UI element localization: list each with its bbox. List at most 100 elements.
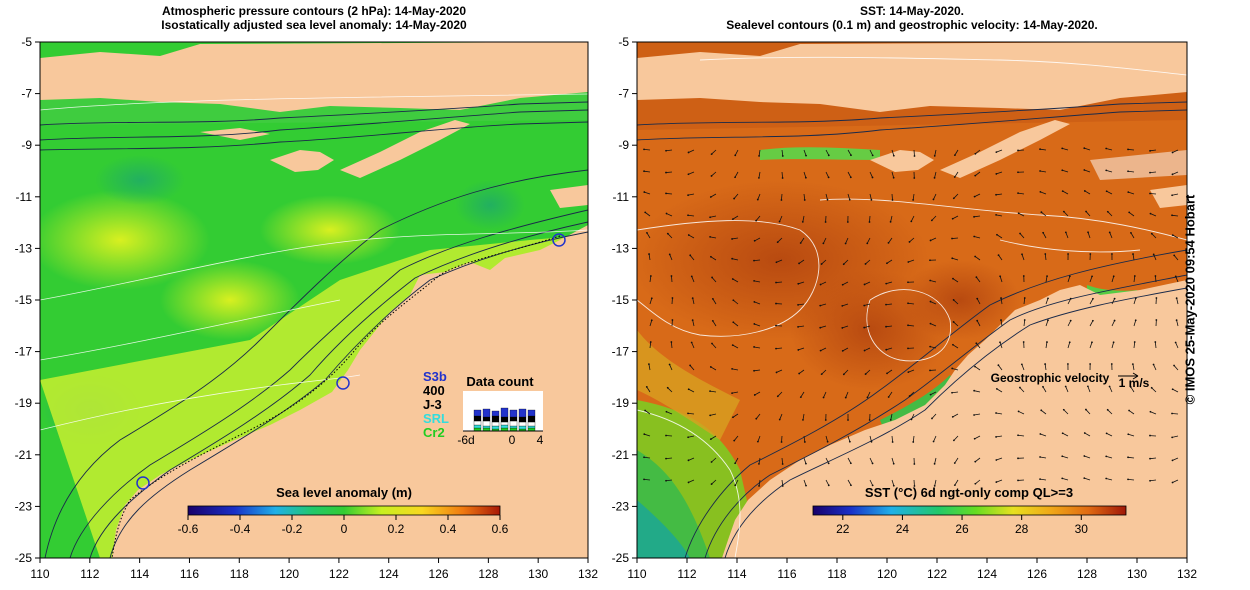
velocity-arrow [649,341,652,349]
velocity-arrow [869,457,873,464]
velocity-arrow [930,323,937,327]
velocity-arrow [734,171,739,178]
velocity-arrow [1130,232,1135,239]
velocity-arrow [648,254,651,261]
velocity-arrow-tip [731,238,733,240]
velocity-arrow-tip [932,198,935,201]
right-title-line2: Sealevel contours (0.1 m) and geostrophi… [726,18,1098,32]
velocity-arrow-tip [850,154,852,157]
right-y-tick-label: -7 [618,87,629,101]
velocity-arrow-tip [1149,410,1152,413]
velocity-arrow-tip [1022,341,1025,343]
velocity-arrow [869,171,873,178]
velocity-arrow-tip [973,414,975,416]
velocity-arrow-tip [648,363,650,366]
velocity-arrow [665,149,673,152]
velocity-arrow [1172,435,1179,438]
velocity-arrow [689,255,695,261]
velocity-arrow [1106,190,1113,195]
velocity-arrow [1149,479,1157,482]
velocity-arrow-tip [848,440,851,443]
velocity-arrow [1065,232,1069,239]
velocity-arrow [1045,298,1049,305]
velocity-arrow-tip [1087,231,1089,234]
velocity-arrow-tip [758,176,760,179]
sla-anomaly-patch [40,190,210,290]
velocity-arrow [665,457,673,460]
velocity-arrow-tip [1085,408,1087,411]
velocity-arrow-tip [758,155,760,157]
velocity-arrow [754,237,761,242]
velocity-arrow [710,236,717,239]
velocity-arrow-tip [824,419,827,421]
velocity-arrow [1040,433,1047,437]
velocity-arrow-tip [1069,319,1072,322]
velocity-arrow-tip [870,440,873,443]
velocity-arrow [711,277,717,283]
velocity-arrow [891,457,895,464]
velocity-arrow-tip [1149,149,1151,152]
velocity-arrow [976,320,981,327]
velocity-arrow [1128,410,1135,415]
velocity-arrow [803,457,807,464]
sst-cb-tick-label: 22 [836,522,850,536]
velocity-arrow [1084,432,1091,437]
velocity-arrow-tip [997,254,1000,257]
velocity-arrow [996,457,1003,461]
velocity-arrow-tip [643,433,646,436]
velocity-arrow [975,149,981,155]
data-count-bar [482,425,491,429]
velocity-arrow-tip [1127,456,1129,459]
velocity-arrow-tip [803,199,806,201]
velocity-arrow-tip [644,211,647,214]
velocity-arrow [800,237,805,244]
velocity-arrow-tip [913,155,916,157]
velocity-arrow-tip [864,263,867,265]
velocity-arrow-tip [1091,341,1093,344]
velocity-arrow-tip [952,277,954,280]
velocity-arrow-tip [797,349,800,351]
sla-map [40,42,588,558]
velocity-arrow-tip [1171,459,1174,462]
velocity-arrow-tip [734,176,736,179]
velocity-arrow [1067,342,1071,349]
velocity-arrow-tip [995,193,997,196]
velocity-arrow [952,413,959,418]
velocity-arrow [734,149,739,156]
left-y-tick-label: -15 [15,293,33,307]
velocity-arrow-tip [687,388,690,391]
velocity-arrow [1044,364,1047,371]
velocity-arrow-tip [1127,191,1130,194]
velocity-arrow [1067,320,1072,327]
right-panel-title: SST: 14-May-2020. Sealevel contours (0.1… [637,4,1187,32]
velocity-arrow [687,413,695,415]
velocity-arrow-tip [1171,481,1174,484]
velocity-arrow-tip [643,456,645,459]
velocity-arrow-tip [863,304,866,307]
right-x-tick-label: 132 [1177,567,1197,581]
sla-cb-tick-label: 0 [341,522,348,536]
velocity-arrow-tip [666,386,669,389]
velocity-arrow [1087,232,1091,239]
velocity-arrow [1085,211,1091,217]
sealevel-contours [637,56,1187,558]
velocity-arrow [847,149,852,156]
velocity-arrow-tip [805,462,807,465]
data-count-bar [491,421,500,427]
velocity-arrow-tip [775,371,778,374]
velocity-arrow-tip [1113,319,1116,322]
velocity-arrow [911,413,915,420]
velocity-arrow-tip [711,320,714,322]
australia-land [112,225,588,558]
satellite-list: S3b 400 J-3 SRL Cr2 [423,370,449,440]
velocity-arrow [869,435,872,442]
velocity-arrow-tip [687,436,690,439]
velocity-arrow-tip [907,281,909,284]
data-count-label-end: 4 [537,433,544,447]
velocity-arrow-tip [731,367,734,370]
velocity-arrow [777,391,783,397]
velocity-arrow-tip [781,155,784,157]
velocity-arrow [781,193,783,201]
velocity-arrow-tip [951,367,954,370]
velocity-arrow [1000,298,1003,305]
